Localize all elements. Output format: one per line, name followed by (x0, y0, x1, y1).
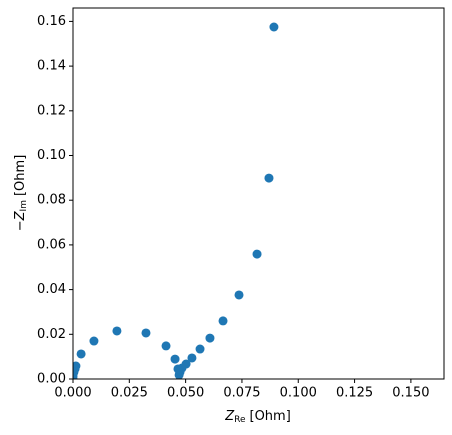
data-point (264, 173, 274, 183)
x-tick-label: 0.075 (223, 386, 260, 401)
data-point (161, 341, 171, 351)
y-label-sub: Im (19, 200, 29, 211)
y-tick-label: 0.00 (37, 372, 66, 387)
data-point (252, 249, 262, 259)
x-label-sub: Re (234, 415, 246, 425)
y-tick-label: 0.10 (37, 148, 66, 163)
data-point (218, 316, 228, 326)
data-point (173, 364, 183, 374)
data-point (73, 374, 78, 379)
data-point (89, 336, 99, 346)
data-point (76, 349, 86, 359)
plot-frame (72, 7, 445, 380)
x-axis-label: ZRe [Ohm] (224, 409, 291, 425)
y-label-main: −Z (13, 210, 28, 231)
y-tick-label: 0.04 (37, 282, 66, 297)
data-point (141, 328, 151, 338)
y-tick-label: 0.14 (37, 59, 66, 74)
x-tick-label: 0.125 (336, 386, 373, 401)
y-tick-label: 0.02 (37, 327, 66, 342)
x-tick-label: 0.050 (167, 386, 204, 401)
data-point (269, 22, 279, 32)
x-tick-label: 0.150 (392, 386, 429, 401)
x-label-main: Z (224, 409, 235, 424)
data-point (187, 353, 197, 363)
y-tick-label: 0.16 (37, 14, 66, 29)
x-tick-label: 0.025 (111, 386, 148, 401)
x-tick-label: 0.100 (280, 386, 317, 401)
y-tick-label: 0.12 (37, 103, 66, 118)
data-point (112, 326, 122, 336)
x-label-unit: [Ohm] (250, 409, 291, 424)
y-axis-label: −ZIm [Ohm] (13, 155, 29, 232)
y-tick-label: 0.06 (37, 237, 66, 252)
data-point (170, 354, 180, 364)
x-tick-label: 0.000 (54, 386, 91, 401)
y-label-unit: [Ohm] (13, 155, 28, 196)
y-tick-label: 0.08 (37, 193, 66, 208)
data-point (205, 333, 215, 343)
data-point (195, 344, 205, 354)
data-point (234, 290, 244, 300)
